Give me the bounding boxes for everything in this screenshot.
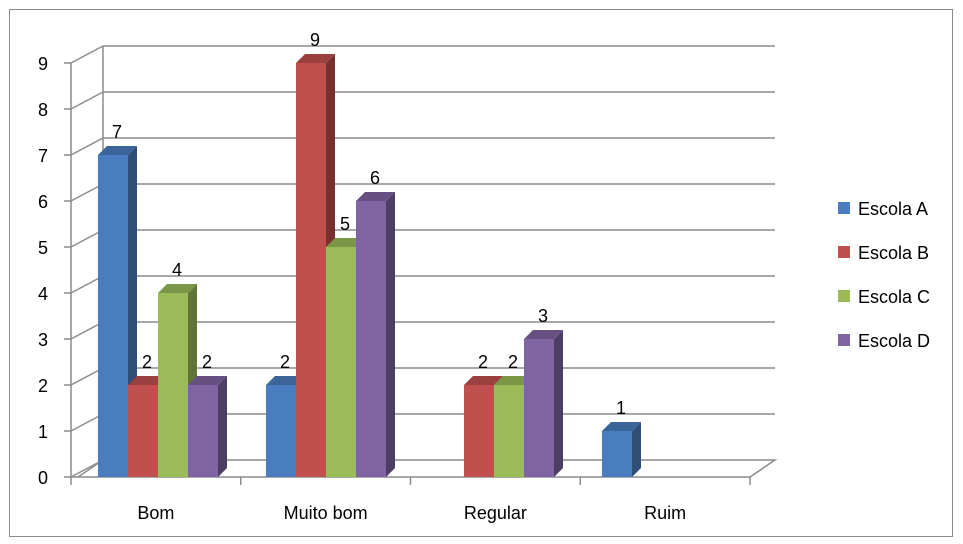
gridline-slant — [70, 413, 104, 432]
bar-top — [524, 330, 563, 339]
y-tick-label: 0 — [38, 468, 48, 488]
data-label: 2 — [508, 352, 518, 372]
gridline-slant — [70, 321, 104, 340]
bars — [98, 54, 641, 477]
bar-top — [296, 54, 335, 63]
gridlines — [70, 45, 775, 478]
bar-front — [266, 385, 296, 477]
floor — [77, 459, 778, 478]
gridline-slant — [70, 275, 104, 294]
data-label: 2 — [280, 352, 290, 372]
y-tick-label: 2 — [38, 376, 48, 396]
bar — [524, 330, 563, 477]
gridline-slant — [70, 229, 104, 248]
gridline-slant — [70, 367, 104, 386]
bar-front — [524, 339, 554, 477]
bar — [356, 192, 395, 477]
gridline-slant — [70, 45, 104, 64]
bar — [188, 376, 227, 477]
bar-top — [98, 146, 137, 155]
bar-side — [386, 192, 395, 477]
y-tick-label: 4 — [38, 284, 48, 304]
x-tick-label: Muito bom — [284, 503, 368, 523]
bar-top — [128, 376, 167, 385]
y-tick-label: 3 — [38, 330, 48, 350]
bar-front — [158, 293, 188, 477]
bar-top — [464, 376, 503, 385]
legend-swatch — [838, 246, 850, 258]
legend-label: Escola C — [858, 287, 930, 307]
legend-label: Escola A — [858, 199, 928, 219]
data-label: 2 — [142, 352, 152, 372]
bar-front — [98, 155, 128, 477]
legend-item: Escola A — [838, 199, 928, 219]
gridline-slant — [70, 91, 104, 110]
x-tick-label: Ruim — [644, 503, 686, 523]
data-label: 5 — [340, 214, 350, 234]
bar-front — [326, 247, 356, 477]
bar-side — [218, 376, 227, 477]
legend-item: Escola C — [838, 287, 930, 307]
gridline-slant — [70, 137, 104, 156]
bar-side — [632, 422, 641, 477]
x-tick-label: Bom — [137, 503, 174, 523]
x-tick-label: Regular — [464, 503, 527, 523]
bar-top — [266, 376, 305, 385]
axes: 0 1 2 3 4 5 6 7 8 9 Bom Muito bom Regular Ruim — [38, 54, 751, 523]
y-tick-label: 5 — [38, 238, 48, 258]
legend-item: Escola B — [838, 243, 929, 263]
data-label: 1 — [616, 398, 626, 418]
bar-side — [554, 330, 563, 477]
legend: Escola A Escola B Escola C Escola D — [838, 199, 930, 351]
y-tick-label: 6 — [38, 192, 48, 212]
data-label: 2 — [478, 352, 488, 372]
bar-front — [464, 385, 494, 477]
gridline-slant — [70, 183, 104, 202]
data-label: 4 — [172, 260, 182, 280]
bar-top — [326, 238, 365, 247]
legend-item: Escola D — [838, 331, 930, 351]
legend-swatch — [838, 202, 850, 214]
data-label: 3 — [538, 306, 548, 326]
bar-front — [494, 385, 524, 477]
data-label: 7 — [112, 122, 122, 142]
bar-front — [296, 63, 326, 477]
data-label: 6 — [370, 168, 380, 188]
bar-top — [188, 376, 227, 385]
bar — [602, 422, 641, 477]
legend-swatch — [838, 290, 850, 302]
bar-top — [356, 192, 395, 201]
y-tick-label: 9 — [38, 54, 48, 74]
y-tick-label: 7 — [38, 146, 48, 166]
bar-top — [158, 284, 197, 293]
y-tick-label: 8 — [38, 100, 48, 120]
legend-swatch — [838, 334, 850, 346]
bar-top — [494, 376, 533, 385]
bar-front — [188, 385, 218, 477]
legend-label: Escola B — [858, 243, 929, 263]
bar-front — [128, 385, 158, 477]
legend-label: Escola D — [858, 331, 930, 351]
data-label: 9 — [310, 30, 320, 50]
gridline-slant — [70, 459, 104, 478]
y-tick-label: 1 — [38, 422, 48, 442]
data-label: 2 — [202, 352, 212, 372]
bar-front — [356, 201, 386, 477]
bar-top — [602, 422, 641, 431]
bar-front — [602, 431, 632, 477]
